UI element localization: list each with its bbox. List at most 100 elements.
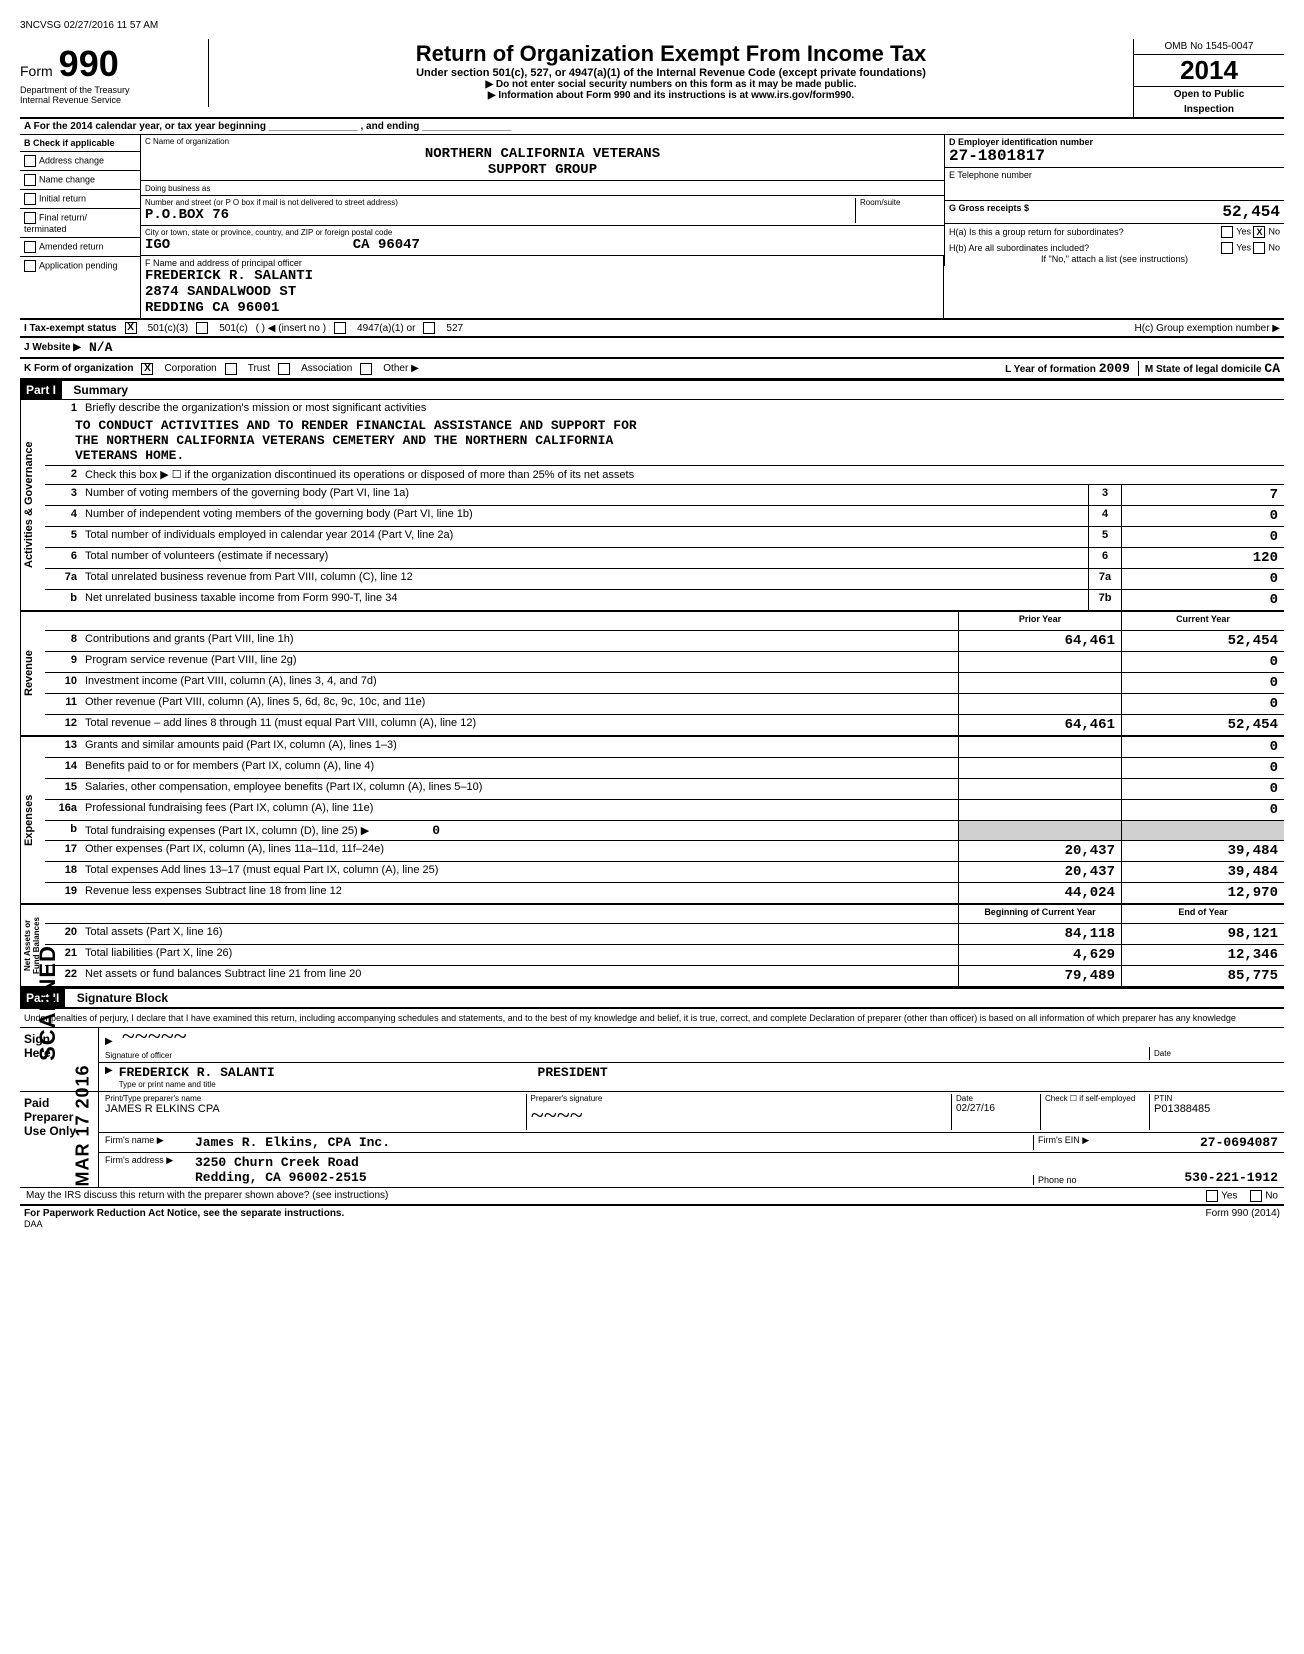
discuss-yes-no[interactable]: Yes No — [1158, 1190, 1278, 1202]
form-org-label: K Form of organization — [24, 363, 133, 374]
part-ii-header: Part II Signature Block — [20, 988, 1284, 1008]
gross-value: 52,454 — [1222, 203, 1280, 221]
info-link: ▶ Information about Form 990 and its ins… — [213, 90, 1129, 101]
prep-sig-label: Preparer's signature — [531, 1094, 948, 1103]
part-i-label: Part I — [20, 381, 62, 399]
line-7b-desc: Net unrelated business taxable income fr… — [83, 590, 1088, 610]
line-7a-desc: Total unrelated business revenue from Pa… — [83, 569, 1088, 589]
label-corp: Corporation — [164, 363, 216, 374]
col-b-header: B Check if applicable — [20, 135, 140, 152]
open-to-public: Open to Public — [1134, 87, 1284, 102]
form-label: Form — [20, 63, 53, 79]
line-13-cur: 0 — [1121, 737, 1284, 757]
addr-label: Number and street (or P O box if mail is… — [145, 198, 855, 207]
officer-block: F Name and address of principal officer … — [141, 256, 944, 318]
label-501c3: 501(c)(3) — [148, 323, 189, 334]
year-formation: 2009 — [1099, 361, 1130, 376]
insert-no: ( ) ◀ (insert no ) — [256, 323, 326, 334]
check-trust[interactable] — [225, 363, 237, 375]
line-21-prior: 4,629 — [958, 945, 1121, 965]
line-5-val: 0 — [1121, 527, 1284, 547]
line-18-prior: 20,437 — [958, 862, 1121, 882]
line-13-desc: Grants and similar amounts paid (Part IX… — [83, 737, 958, 757]
check-corp[interactable]: X — [141, 363, 153, 375]
line-11-prior — [958, 694, 1121, 714]
h-a-label: H(a) Is this a group return for subordin… — [949, 227, 1124, 237]
check-527[interactable] — [423, 322, 435, 334]
line-15-desc: Salaries, other compensation, employee b… — [83, 779, 958, 799]
signature-block: Under penalties of perjury, I declare th… — [20, 1008, 1284, 1231]
line-1-desc: Briefly describe the organization's miss… — [83, 400, 1284, 418]
line-8-desc: Contributions and grants (Part VIII, lin… — [83, 631, 958, 651]
check-assoc[interactable] — [278, 363, 290, 375]
title-block: Return of Organization Exempt From Incom… — [209, 39, 1133, 103]
line-6-desc: Total number of volunteers (estimate if … — [83, 548, 1088, 568]
line-16b-cur — [1121, 821, 1284, 840]
line-17-cur: 39,484 — [1121, 841, 1284, 861]
begin-year-head: Beginning of Current Year — [958, 905, 1121, 923]
footer-row: For Paperwork Reduction Act Notice, see … — [20, 1206, 1284, 1231]
check-501c3[interactable]: X — [125, 322, 137, 334]
h-c-label: H(c) Group exemption number ▶ — [1134, 323, 1280, 334]
line-8-prior: 64,461 — [958, 631, 1121, 651]
h-b-checks[interactable]: Yes No — [1221, 242, 1280, 254]
expenses-section: Expenses 13Grants and similar amounts pa… — [20, 737, 1284, 905]
line-8-cur: 52,454 — [1121, 631, 1284, 651]
line-6-val: 120 — [1121, 548, 1284, 568]
line-15-cur: 0 — [1121, 779, 1284, 799]
firm-name-label: Firm's name ▶ — [105, 1135, 195, 1150]
firm-addr-label: Firm's address ▶ — [105, 1155, 195, 1185]
subtitle: Under section 501(c), 527, or 4947(a)(1)… — [213, 67, 1129, 79]
line-7b-val: 0 — [1121, 590, 1284, 610]
check-name-change[interactable]: Name change — [20, 171, 140, 190]
form-number-block: Form 990 Department of the Treasury Inte… — [20, 39, 209, 107]
line-17-desc: Other expenses (Part IX, column (A), lin… — [83, 841, 958, 861]
line-16b-desc: Total fundraising expenses (Part IX, col… — [83, 821, 958, 840]
print-timestamp: 3NCVSG 02/27/2016 11 57 AM — [20, 20, 1284, 31]
activities-governance-section: Activities & Governance 1Briefly describ… — [20, 400, 1284, 612]
website-label: J Website ▶ — [24, 342, 81, 353]
city-value: IGO — [145, 237, 170, 253]
prior-year-head: Prior Year — [958, 612, 1121, 630]
line-20-desc: Total assets (Part X, line 16) — [83, 924, 958, 944]
line-15-prior — [958, 779, 1121, 799]
phone-value: 530-221-1912 — [1108, 1170, 1278, 1185]
officer-printed-name: FREDERICK R. SALANTI — [119, 1065, 275, 1080]
gov-side-label: Activities & Governance — [20, 400, 45, 610]
part-ii-title: Signature Block — [69, 991, 168, 1005]
line-14-cur: 0 — [1121, 758, 1284, 778]
check-final-return[interactable]: Final return/ terminated — [20, 209, 140, 238]
line-9-prior — [958, 652, 1121, 672]
line-21-desc: Total liabilities (Part X, line 26) — [83, 945, 958, 965]
prep-self-employed[interactable]: Check ☐ if self-employed — [1041, 1094, 1150, 1130]
check-4947[interactable] — [334, 322, 346, 334]
revenue-section: Revenue Prior YearCurrent Year 8Contribu… — [20, 612, 1284, 737]
paid-preparer-row: Paid Preparer Use Only Print/Type prepar… — [20, 1092, 1284, 1188]
label-trust: Trust — [248, 363, 270, 374]
row-a-tax-year: A For the 2014 calendar year, or tax yea… — [20, 119, 1284, 135]
check-amended[interactable]: Amended return — [20, 238, 140, 257]
ein-value: 27-1801817 — [949, 147, 1280, 165]
line-14-prior — [958, 758, 1121, 778]
daa-label: DAA — [24, 1219, 344, 1229]
net-assets-section: Net Assets or Fund Balances Beginning of… — [20, 905, 1284, 988]
mission-line-1: TO CONDUCT ACTIVITIES AND TO RENDER FINA… — [45, 418, 1284, 433]
check-address-change[interactable]: Address change — [20, 152, 140, 171]
check-application-pending[interactable]: Application pending — [20, 257, 140, 275]
h-a-checks[interactable]: Yes XNo — [1221, 226, 1280, 238]
line-20-cur: 98,121 — [1121, 924, 1284, 944]
line-17-prior: 20,437 — [958, 841, 1121, 861]
line-9-cur: 0 — [1121, 652, 1284, 672]
ptin-label: PTIN — [1154, 1094, 1274, 1103]
check-501c[interactable] — [196, 322, 208, 334]
dba-label: Doing business as — [145, 184, 210, 193]
check-initial-return[interactable]: Initial return — [20, 190, 140, 209]
scanned-stamp: SCANNED — [35, 945, 61, 1061]
check-other[interactable] — [360, 363, 372, 375]
firm-ein: 27-0694087 — [1128, 1135, 1278, 1150]
ein-label: D Employer identification number — [949, 137, 1280, 147]
label-other: Other ▶ — [383, 363, 418, 374]
form-number-footer: Form 990 (2014) — [1206, 1208, 1280, 1229]
line-3-val: 7 — [1121, 485, 1284, 505]
line-20-prior: 84,118 — [958, 924, 1121, 944]
